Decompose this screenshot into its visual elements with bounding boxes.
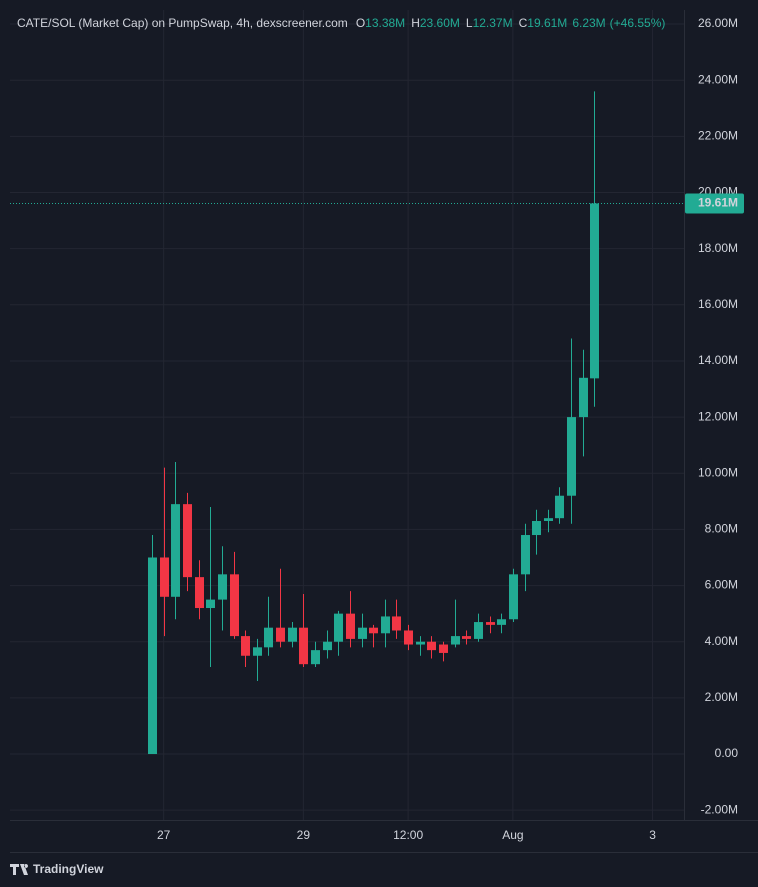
legend-value: 23.60M bbox=[420, 16, 460, 30]
candle-body bbox=[462, 636, 471, 639]
y-tick-label: 12.00M bbox=[698, 409, 738, 423]
candle-body bbox=[264, 627, 273, 648]
tv-logo bbox=[10, 864, 29, 875]
y-tick-label: 4.00M bbox=[705, 634, 738, 648]
candle-body bbox=[160, 557, 169, 597]
title-text: CATE/SOL (Market Cap) on PumpSwap, 4h, d… bbox=[17, 16, 348, 30]
candle-body bbox=[521, 535, 530, 575]
candle-body bbox=[451, 636, 460, 645]
candle-body bbox=[416, 641, 425, 645]
candle-body bbox=[369, 627, 378, 634]
y-tick-label: 6.00M bbox=[705, 578, 738, 592]
x-tick-label: Aug bbox=[502, 828, 523, 842]
candle-body bbox=[346, 613, 355, 639]
candle-body bbox=[253, 647, 262, 656]
candle-body bbox=[183, 504, 192, 578]
candle-body bbox=[555, 495, 564, 519]
y-tick-label: 2.00M bbox=[705, 690, 738, 704]
last-price-tag bbox=[685, 193, 744, 214]
candle-body bbox=[381, 616, 390, 634]
candle-body bbox=[206, 599, 215, 609]
candle-body bbox=[532, 520, 541, 536]
grid bbox=[10, 10, 684, 820]
candle-body bbox=[404, 630, 413, 645]
candle-body bbox=[323, 641, 332, 651]
candle-body bbox=[486, 622, 495, 625]
legend-value: 13.38M bbox=[365, 16, 405, 30]
last-price-label: 19.61M bbox=[698, 196, 738, 210]
candle-body bbox=[509, 574, 518, 620]
candles bbox=[148, 91, 599, 755]
y-tick-label: 16.00M bbox=[698, 297, 738, 311]
legend-key: L bbox=[466, 16, 473, 30]
candle-body bbox=[241, 636, 250, 656]
candle-body bbox=[358, 627, 367, 639]
candle-body bbox=[299, 627, 308, 665]
y-tick-label: 8.00M bbox=[705, 522, 738, 536]
legend-value: 19.61M bbox=[527, 16, 567, 30]
candle-body bbox=[579, 377, 588, 418]
x-tick-label: 12:00 bbox=[393, 828, 423, 842]
y-tick-label: 14.00M bbox=[698, 353, 738, 367]
y-tick-label: 10.00M bbox=[698, 465, 738, 479]
candle-body bbox=[276, 627, 285, 642]
y-tick-label: 22.00M bbox=[698, 129, 738, 143]
legend-key: O bbox=[356, 16, 365, 30]
candle-body bbox=[497, 619, 506, 625]
legend-value: 12.37M bbox=[473, 16, 513, 30]
candle-body bbox=[590, 203, 599, 379]
candle-body bbox=[474, 622, 483, 639]
legend-key: H bbox=[411, 16, 420, 30]
watermark: TradingView bbox=[10, 862, 104, 876]
change-pct: (+46.55%) bbox=[610, 16, 666, 30]
candle-body bbox=[392, 616, 401, 631]
change-value: 6.23M bbox=[572, 16, 605, 30]
candle-body bbox=[288, 627, 297, 642]
candle-body bbox=[334, 613, 343, 642]
candle-body bbox=[567, 417, 576, 496]
y-tick-label: 26.00M bbox=[698, 16, 738, 30]
candle-body bbox=[544, 518, 553, 521]
x-tick-label: 27 bbox=[157, 828, 171, 842]
candle-body bbox=[195, 577, 204, 609]
x-tick-label: 29 bbox=[297, 828, 311, 842]
legend-key: C bbox=[519, 16, 528, 30]
chart-title: CATE/SOL (Market Cap) on PumpSwap, 4h, d… bbox=[17, 16, 665, 30]
candle-body bbox=[439, 644, 448, 653]
y-tick-label: 24.00M bbox=[698, 72, 738, 86]
candle-body bbox=[427, 641, 436, 651]
candle-body bbox=[218, 574, 227, 600]
y-tick-label: 0.00 bbox=[715, 746, 739, 760]
y-tick-label: -2.00M bbox=[701, 802, 738, 816]
candle-body bbox=[171, 504, 180, 597]
x-tick-label: 3 bbox=[649, 828, 656, 842]
candle-body bbox=[148, 557, 157, 755]
watermark-text: TradingView bbox=[33, 862, 104, 876]
candle-body bbox=[230, 574, 239, 637]
candle-body bbox=[311, 650, 320, 665]
y-tick-label: 18.00M bbox=[698, 241, 738, 255]
